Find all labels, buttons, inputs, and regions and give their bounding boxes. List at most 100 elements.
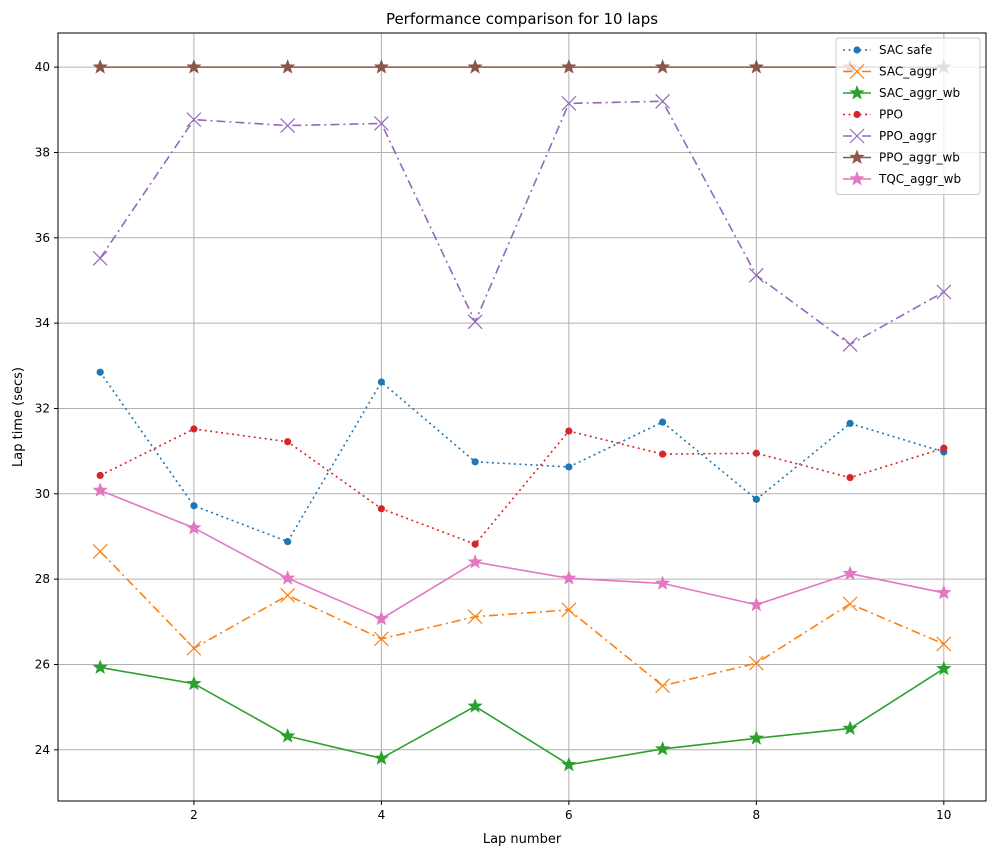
data-point [92,250,108,266]
data-point [565,463,573,471]
data-point [846,473,854,482]
data-point [467,698,483,713]
data-point [467,609,483,625]
legend-marker [849,149,865,164]
data-point [190,502,198,510]
series-line [99,489,944,620]
series-1 [92,543,952,694]
data-point-stroke [186,640,202,656]
data-point [92,543,108,559]
data-point [659,418,667,426]
data-point [842,596,858,612]
legend: SAC safe SAC_aggr SAC_aggr_wb PPO PPO_aggr PP… [835,37,981,195]
y-tick-label: 32 [35,401,50,415]
legend-label: SAC_aggr_wb [879,86,960,100]
data-point-stroke [655,93,671,109]
data-point [186,640,202,656]
legend-label: PPO_aggr [879,129,937,143]
data-point [373,750,389,765]
series-0 [96,368,948,546]
data-point [748,267,764,283]
series-4 [92,93,952,352]
data-point [92,659,108,674]
y-tick-label: 24 [35,743,50,757]
data-point [655,59,671,74]
data-point [561,602,577,618]
data-point [186,519,202,535]
data-point [655,575,671,590]
series-line [99,100,945,346]
data-point-stroke [561,602,577,618]
data-point-stroke [92,250,108,266]
data-point-stroke [280,118,296,134]
y-axis-label: Lap time (secs) [11,367,26,467]
legend-label: PPO_aggr_wb [879,151,960,165]
data-point [752,495,760,503]
data-point [561,570,577,585]
data-point [284,438,292,446]
data-point [936,584,952,600]
data-point-stroke [748,655,764,671]
x-tick-label: 8 [753,808,761,822]
data-point [561,59,577,74]
legend-item: PPO [843,108,903,122]
data-point [186,675,202,691]
data-point [373,59,389,74]
data-point [842,720,858,735]
series-6 [92,482,952,626]
legend-item: SAC safe [843,43,932,57]
data-point [284,537,292,546]
x-tick-label: 4 [378,808,386,822]
data-point [373,610,389,626]
data-point-stroke [936,636,952,652]
data-point-stroke [280,587,296,603]
data-point [846,419,854,427]
legend-marker [853,46,861,54]
y-tick-label: 34 [35,316,50,330]
legend-item: SAC_aggr_wb [843,85,960,100]
x-tick-label: 10 [936,808,951,822]
data-point [561,756,577,772]
data-point [842,337,858,352]
data-point-stroke [655,678,671,694]
legend-marker [849,128,865,144]
data-point [467,59,483,74]
legend-marker [849,85,865,100]
data-point [471,458,479,466]
data-point [280,587,296,603]
data-point-stroke [92,543,108,559]
data-point [96,368,104,376]
series-lines [92,59,952,772]
series-2 [92,659,952,772]
data-point-stroke [186,112,202,128]
data-point [377,505,385,513]
data-point [280,59,296,74]
legend-item: PPO_aggr_wb [843,149,960,165]
data-point [280,118,296,134]
y-tick-label: 30 [35,487,50,501]
data-point [561,95,577,111]
chart-title: Performance comparison for 10 laps [386,10,658,28]
x-tick-label: 6 [565,808,573,822]
data-point [467,314,483,330]
data-point [748,730,764,745]
series-line [100,666,945,766]
data-point [752,449,760,457]
data-point [655,740,671,756]
legend-item: TQC_aggr_wb [843,171,961,186]
x-axis-label: Lap number [483,832,562,847]
data-point-stroke [842,337,858,352]
legend-marker-stroke [849,64,865,79]
plot-frame [57,32,987,802]
y-tick-label: 26 [35,657,50,671]
y-tick-label: 40 [35,60,50,74]
data-point [748,655,764,671]
data-point [280,728,296,743]
data-point [565,427,573,435]
data-point [186,112,202,128]
legend-item: PPO_aggr [843,128,937,144]
legend-label: SAC safe [879,43,932,57]
data-point [940,444,948,452]
